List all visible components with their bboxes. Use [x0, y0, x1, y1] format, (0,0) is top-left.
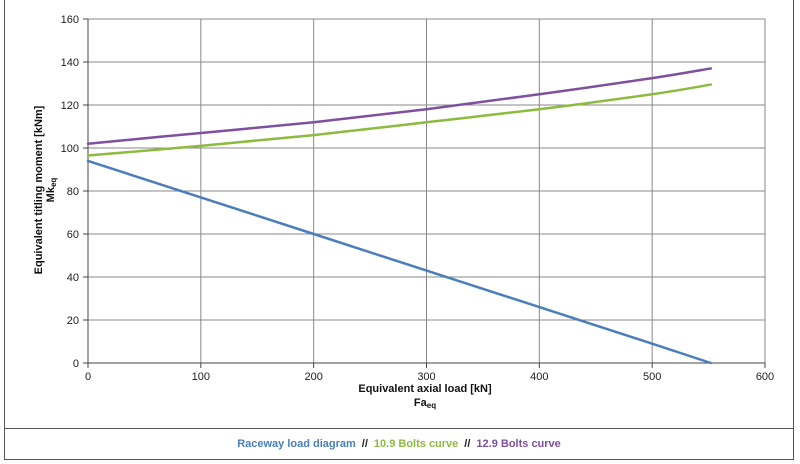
tick-labels: 0 20 40 60 80 100 120 140 160 0 100 200 300 400 500 600: [61, 14, 775, 383]
x-axis-label: Equivalent axial load [kN]: [358, 383, 492, 395]
chart-plot: 0 20 40 60 80 100 120 140 160 0 100 200 300 400 500 600…: [33, 14, 775, 410]
legend-item-10-9: 10.9 Bolts curve: [373, 438, 459, 450]
y-tick-label: 60: [67, 229, 79, 241]
y-tick-label: 0: [73, 358, 79, 370]
x-tick-label: 100: [192, 371, 210, 383]
y-axis-label: Equivalent titling moment [kNm]: [33, 105, 45, 274]
y-axis-symbol: Mkeq: [45, 178, 58, 203]
x-axis-symbol: Faeq: [414, 397, 436, 410]
y-tick-label: 20: [67, 315, 79, 327]
legend: Raceway load diagram // 10.9 Bolts curve…: [4, 429, 794, 459]
y-tick-label: 80: [67, 186, 79, 198]
x-tick-label: 300: [417, 371, 435, 383]
x-tick-label: 400: [530, 371, 548, 383]
legend-separator: //: [361, 438, 368, 450]
series-line-0: [86, 159, 713, 365]
legend-item-raceway: Raceway load diagram: [237, 438, 356, 450]
x-tick-label: 500: [643, 371, 661, 383]
x-tick-label: 200: [304, 371, 322, 383]
series-line-1: [86, 83, 713, 157]
series-line-2: [86, 67, 713, 145]
x-tick-label: 600: [756, 371, 774, 383]
y-tick-label: 40: [67, 272, 79, 284]
x-tick-label: 0: [85, 371, 91, 383]
x-axis-title: Equivalent axial load [kN] Faeq: [358, 383, 492, 410]
y-tick-label: 160: [61, 14, 79, 26]
y-tick-label: 140: [61, 57, 79, 69]
y-tick-label: 100: [61, 143, 79, 155]
series-lines: [86, 67, 713, 365]
grid: [83, 18, 766, 368]
y-tick-label: 120: [61, 100, 79, 112]
legend-item-12-9: 12.9 Bolts curve: [476, 438, 561, 450]
legend-divider: [4, 428, 794, 429]
legend-separator: //: [464, 438, 471, 450]
y-axis-title: Equivalent titling moment [kNm] Mkeq: [33, 105, 58, 274]
chart-frame: [4, 0, 794, 460]
